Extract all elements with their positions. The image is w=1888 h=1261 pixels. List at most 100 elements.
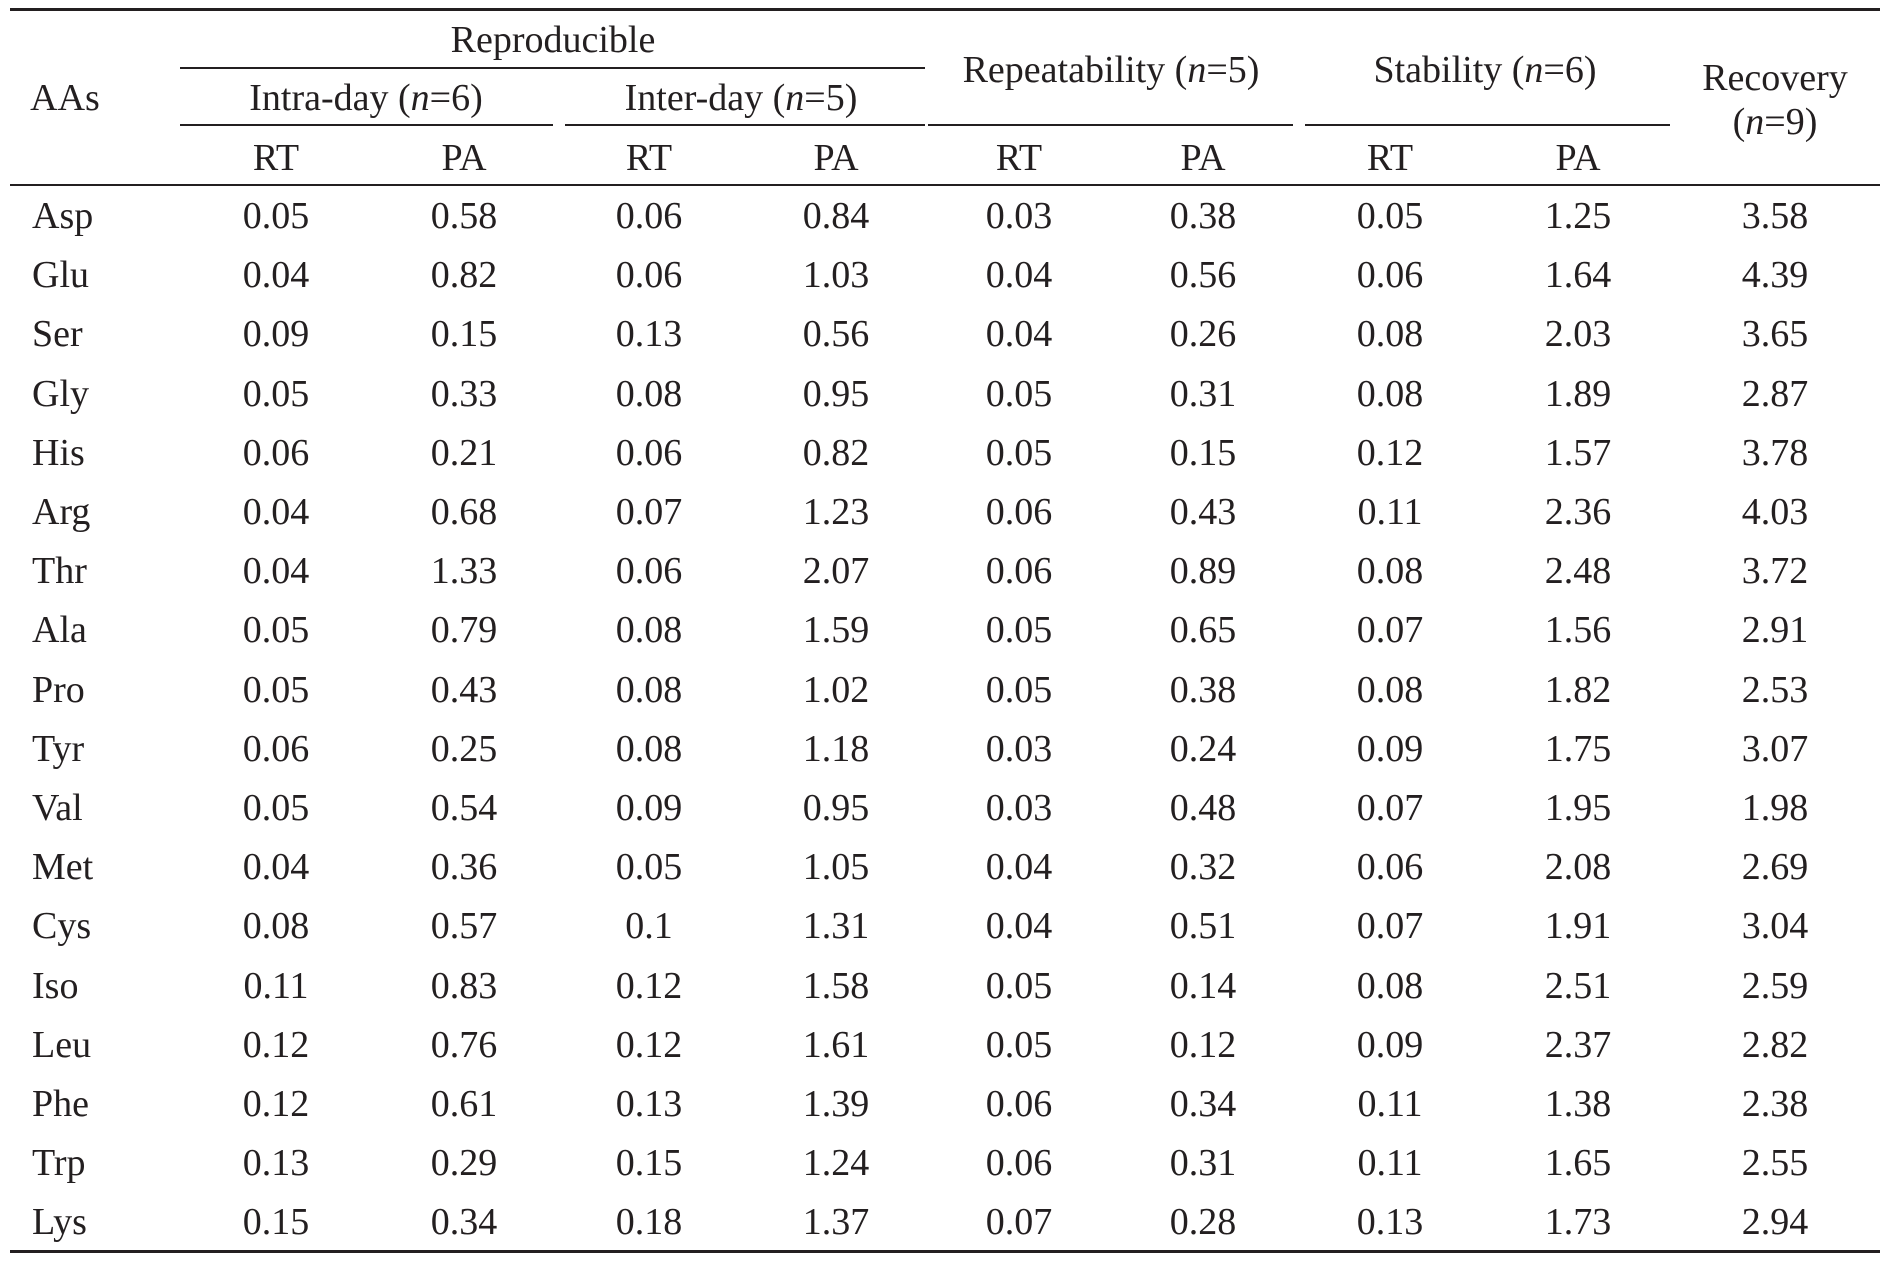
value-cell: 0.04 bbox=[985, 905, 1053, 948]
repeatability-label: Repeatability ( bbox=[962, 49, 1188, 91]
value-cell: 2.91 bbox=[1741, 609, 1809, 652]
value-cell: 1.61 bbox=[802, 1023, 870, 1066]
value-cell: 0.06 bbox=[1356, 254, 1424, 297]
header-reproducible: Reproducible bbox=[450, 19, 656, 61]
value-cell: 4.03 bbox=[1741, 491, 1809, 533]
amino-acid-cell: Pro bbox=[32, 668, 85, 711]
value-cell: 0.05 bbox=[985, 964, 1053, 1007]
value-cell: 0.1 bbox=[625, 905, 673, 948]
recovery-count: =9) bbox=[1764, 101, 1818, 143]
value-cell: 0.12 bbox=[615, 964, 683, 1007]
value-cell: 0.43 bbox=[430, 668, 498, 711]
value-cell: 0.06 bbox=[615, 195, 683, 237]
value-cell: 0.06 bbox=[615, 550, 683, 593]
value-cell: 0.07 bbox=[615, 491, 683, 533]
value-cell: 0.08 bbox=[1356, 964, 1424, 1007]
stability-underline bbox=[1305, 124, 1670, 126]
header-recovery: Recovery bbox=[1702, 57, 1848, 99]
header-rt: RT bbox=[625, 137, 673, 179]
value-cell: 3.04 bbox=[1741, 905, 1809, 948]
value-cell: 0.12 bbox=[242, 1023, 310, 1066]
value-cell: 0.09 bbox=[1356, 727, 1424, 770]
value-cell: 0.21 bbox=[430, 431, 498, 474]
value-cell: 0.09 bbox=[1356, 1023, 1424, 1066]
value-cell: 0.08 bbox=[615, 668, 683, 711]
value-cell: 1.57 bbox=[1544, 431, 1612, 474]
value-cell: 0.12 bbox=[1169, 1023, 1237, 1066]
stability-label: Stability ( bbox=[1373, 49, 1525, 91]
value-cell: 0.43 bbox=[1169, 491, 1237, 533]
value-cell: 2.87 bbox=[1741, 372, 1809, 415]
value-cell: 0.34 bbox=[430, 1201, 498, 1244]
header-pa: PA bbox=[813, 137, 859, 179]
value-cell: 0.05 bbox=[985, 668, 1053, 711]
value-cell: 0.08 bbox=[615, 609, 683, 652]
value-cell: 0.07 bbox=[985, 1201, 1053, 1244]
value-cell: 0.07 bbox=[1356, 787, 1424, 829]
value-cell: 2.94 bbox=[1741, 1201, 1809, 1244]
header-inter-day: Inter-day (n=5) bbox=[625, 76, 858, 120]
value-cell: 0.58 bbox=[430, 195, 498, 237]
stability-count: =6) bbox=[1543, 49, 1597, 91]
amino-acid-cell: Thr bbox=[32, 550, 87, 593]
value-cell: 0.05 bbox=[242, 372, 310, 415]
value-cell: 0.05 bbox=[242, 195, 310, 237]
value-cell: 1.98 bbox=[1741, 787, 1809, 829]
value-cell: 0.11 bbox=[243, 964, 309, 1007]
value-cell: 0.05 bbox=[985, 609, 1053, 652]
value-cell: 1.73 bbox=[1544, 1201, 1612, 1244]
value-cell: 1.37 bbox=[802, 1201, 870, 1244]
recovery-n: n bbox=[1745, 101, 1765, 143]
value-cell: 0.07 bbox=[1356, 609, 1424, 652]
value-cell: 1.31 bbox=[802, 905, 870, 948]
value-cell: 0.05 bbox=[242, 787, 310, 829]
value-cell: 1.59 bbox=[802, 609, 870, 652]
value-cell: 2.59 bbox=[1741, 964, 1809, 1007]
value-cell: 0.24 bbox=[1169, 727, 1237, 770]
value-cell: 0.15 bbox=[430, 313, 498, 356]
amino-acid-cell: Met bbox=[32, 846, 94, 889]
value-cell: 0.07 bbox=[1356, 905, 1424, 948]
header-rt: RT bbox=[252, 137, 300, 179]
value-cell: 0.06 bbox=[985, 491, 1053, 533]
header-aas: AAs bbox=[30, 77, 100, 119]
value-cell: 0.13 bbox=[615, 1083, 683, 1125]
value-cell: 1.91 bbox=[1544, 905, 1612, 948]
value-cell: 0.56 bbox=[802, 313, 870, 356]
value-cell: 0.11 bbox=[1357, 1142, 1423, 1185]
reproducible-underline bbox=[180, 67, 925, 69]
intra-day-label: Intra-day ( bbox=[249, 77, 411, 119]
value-cell: 0.05 bbox=[985, 372, 1053, 415]
value-cell: 2.51 bbox=[1544, 964, 1612, 1007]
amino-acid-cell: Leu bbox=[32, 1023, 92, 1066]
amino-acid-cell: Tyr bbox=[32, 727, 85, 770]
value-cell: 0.95 bbox=[802, 372, 870, 415]
intra-day-underline bbox=[180, 124, 553, 126]
value-cell: 2.08 bbox=[1544, 846, 1612, 889]
value-cell: 0.03 bbox=[985, 727, 1053, 770]
value-cell: 1.56 bbox=[1544, 609, 1612, 652]
value-cell: 0.76 bbox=[430, 1023, 498, 1066]
amino-acid-cell: Ala bbox=[32, 609, 87, 652]
value-cell: 0.03 bbox=[985, 787, 1053, 829]
value-cell: 0.08 bbox=[1356, 550, 1424, 593]
value-cell: 1.89 bbox=[1544, 372, 1612, 415]
value-cell: 0.13 bbox=[1356, 1201, 1424, 1244]
header-recovery-n: (n=9) bbox=[1733, 100, 1818, 144]
value-cell: 0.04 bbox=[985, 846, 1053, 889]
value-cell: 0.06 bbox=[985, 550, 1053, 593]
value-cell: 2.36 bbox=[1544, 491, 1612, 533]
value-cell: 0.68 bbox=[430, 491, 498, 533]
value-cell: 1.25 bbox=[1544, 195, 1612, 237]
value-cell: 0.04 bbox=[985, 254, 1053, 297]
inter-day-underline bbox=[565, 124, 925, 126]
value-cell: 0.83 bbox=[430, 964, 498, 1007]
header-rt: RT bbox=[1366, 137, 1414, 179]
amino-acid-cell: Gly bbox=[32, 372, 89, 415]
value-cell: 0.84 bbox=[802, 195, 870, 237]
recovery-open: ( bbox=[1732, 101, 1746, 143]
value-cell: 0.13 bbox=[615, 313, 683, 356]
amino-acid-cell: Iso bbox=[32, 964, 79, 1007]
value-cell: 0.06 bbox=[985, 1083, 1053, 1125]
amino-acid-cell: Arg bbox=[32, 491, 91, 533]
